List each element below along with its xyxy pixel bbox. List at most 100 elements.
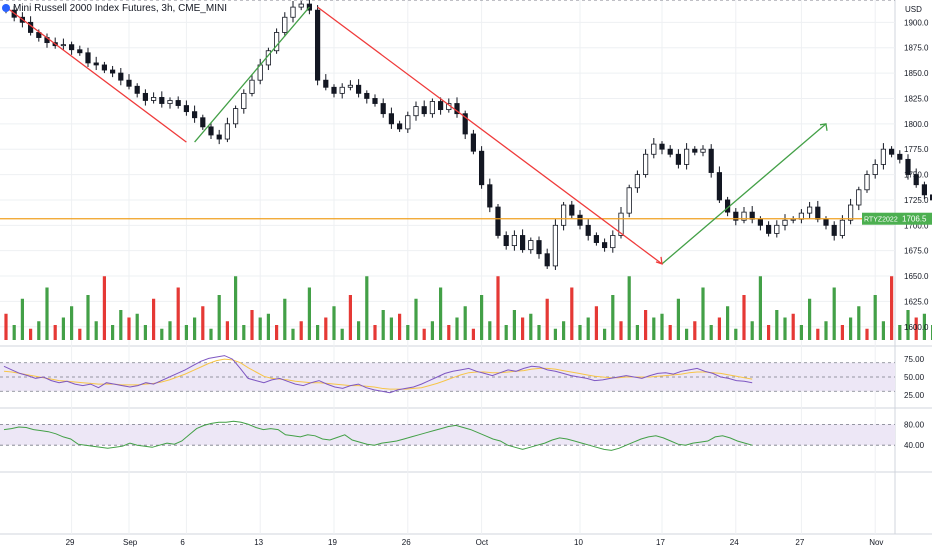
volume-bar xyxy=(381,310,385,340)
volume-bar xyxy=(275,325,279,340)
volume-bar xyxy=(217,295,221,340)
volume-bar xyxy=(668,325,672,340)
price-tick-label: 1875.0 xyxy=(904,44,929,53)
volume-bar xyxy=(758,276,762,340)
chart-header[interactable]: Mini Russell 2000 Index Futures, 3h, CME… xyxy=(2,3,227,14)
volume-bar xyxy=(439,287,443,340)
volume-bar xyxy=(135,313,139,340)
candle-body xyxy=(552,224,559,267)
volume-bar xyxy=(488,321,492,340)
candle-body xyxy=(790,218,796,221)
oscillator-tick-label: 80.00 xyxy=(904,420,925,429)
candle-body xyxy=(413,106,419,117)
volume-bar xyxy=(70,306,74,340)
volume-bar xyxy=(857,306,861,340)
volume-bar xyxy=(685,328,689,340)
volume-bar xyxy=(143,325,147,340)
candle-body xyxy=(249,79,255,94)
candle-body xyxy=(85,52,91,64)
volume-bar xyxy=(102,276,106,340)
volume-bar xyxy=(291,328,295,340)
stochastic-tick-label: 50.00 xyxy=(904,0,925,2)
volume-bar xyxy=(578,325,582,340)
candle-body xyxy=(585,224,591,236)
candle-body xyxy=(807,206,813,214)
volume-bar xyxy=(471,328,475,340)
candle-body xyxy=(282,16,288,33)
volume-bar xyxy=(767,325,771,340)
time-tick-label: 10 xyxy=(574,538,583,547)
indicator-bands xyxy=(0,0,895,446)
price-tick-label: 1625.0 xyxy=(904,297,929,306)
candle-body xyxy=(643,153,649,175)
volume-bar xyxy=(463,306,467,340)
candle-body xyxy=(741,211,747,221)
volume-bar xyxy=(299,321,303,340)
volume-bar xyxy=(603,328,607,340)
candle-body xyxy=(544,253,550,267)
time-tick-label: 19 xyxy=(328,538,337,547)
volume-bar xyxy=(94,321,98,340)
volume-bar xyxy=(389,317,393,340)
candle-body xyxy=(823,218,829,226)
candle-body xyxy=(921,184,928,196)
volume-bar xyxy=(562,321,566,340)
rsi-line xyxy=(3,355,753,394)
volume-bar xyxy=(644,310,648,340)
candle-body xyxy=(831,224,837,236)
volume-bar xyxy=(865,328,869,340)
volume-bar xyxy=(340,328,344,340)
time-tick-label: 24 xyxy=(730,538,739,547)
volume-bar xyxy=(406,325,410,340)
price-tick-label: 1750.0 xyxy=(904,171,929,180)
volume-bar xyxy=(283,298,287,340)
volume-bar xyxy=(701,287,705,340)
candle-body xyxy=(757,218,764,226)
candle-body xyxy=(331,86,337,94)
oscillator-line xyxy=(3,420,753,451)
candle-body xyxy=(880,148,887,165)
price-tick-label: 1900.0 xyxy=(904,18,929,27)
candle-body xyxy=(314,9,321,81)
rsi-tick-label: 50.00 xyxy=(904,373,925,382)
candle-body xyxy=(766,224,772,234)
candle-body xyxy=(405,115,411,130)
volume-bar xyxy=(234,276,238,340)
volume-bar xyxy=(78,328,82,340)
time-tick-label: 13 xyxy=(254,538,263,547)
candle-body xyxy=(134,85,140,94)
candle-body xyxy=(782,219,788,226)
volume-bar xyxy=(127,317,131,340)
price-candles xyxy=(3,0,932,270)
price-tick-label: 1725.0 xyxy=(904,196,929,205)
volume-bar xyxy=(201,306,205,340)
candle-body xyxy=(708,148,714,173)
candle-body xyxy=(511,235,518,247)
candle-body xyxy=(487,184,493,208)
candle-body xyxy=(593,235,600,243)
last-price-badge-bg xyxy=(900,212,932,225)
candle-body xyxy=(913,174,919,186)
volume-bar xyxy=(332,306,336,340)
candle-body xyxy=(421,106,427,115)
time-tick-label: Sep xyxy=(123,538,138,547)
trend-drawings[interactable] xyxy=(0,6,895,265)
volume-bar xyxy=(4,313,8,340)
volume-bar xyxy=(742,295,746,340)
time-tick-label: 6 xyxy=(180,538,185,547)
volume-bar xyxy=(570,287,574,340)
volume-bar xyxy=(111,325,115,340)
candle-body xyxy=(478,150,485,186)
candle-body xyxy=(364,92,370,99)
volume-bar xyxy=(849,317,853,340)
candle-body xyxy=(503,235,509,247)
candle-body xyxy=(618,212,624,236)
volume-bar xyxy=(430,321,434,340)
time-tick-label: 17 xyxy=(656,538,665,547)
rsi-tick-label: 75.00 xyxy=(904,355,925,364)
volume-bar xyxy=(775,310,779,340)
candle-body xyxy=(241,92,247,109)
volume-bar xyxy=(840,325,844,340)
price-tick-label: 1850.0 xyxy=(904,69,929,78)
